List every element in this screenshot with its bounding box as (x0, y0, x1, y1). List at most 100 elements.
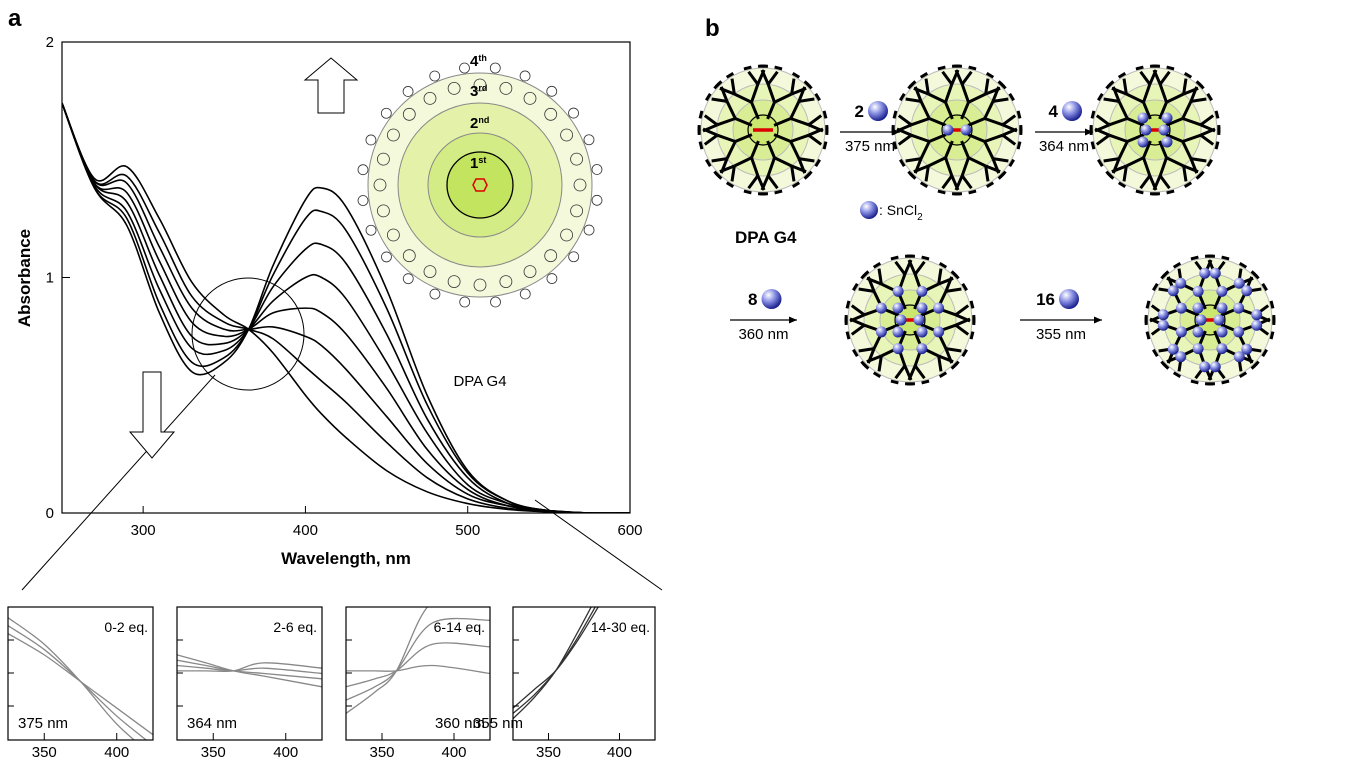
sncl2-ball (1216, 343, 1227, 354)
sncl2-ball (1176, 326, 1187, 337)
sncl2-ball (892, 302, 903, 313)
branch (1222, 381, 1229, 383)
phenyl-ring (569, 108, 579, 118)
sncl2-ball (1214, 315, 1225, 326)
plot-lines (346, 593, 490, 713)
sncl2-ball (1192, 327, 1203, 338)
sncl2-ball (916, 343, 927, 354)
branch (700, 142, 702, 149)
isosbestic-label: 364 nm (187, 715, 237, 732)
annotation: 0-2 eq. (104, 619, 148, 635)
phenyl-ring (592, 164, 602, 174)
inset-label: DPA G4 (453, 373, 506, 390)
branch (971, 332, 973, 339)
branch (1222, 257, 1229, 259)
x-tick-label: 600 (617, 522, 642, 539)
sncl2-ball (1233, 326, 1244, 337)
equivalents: 2 (855, 102, 864, 121)
sncl2-ball (1162, 137, 1173, 148)
generation-number: 1 (470, 155, 478, 172)
generation-suffix: th (478, 53, 487, 63)
sncl2-ball (916, 286, 927, 297)
branch (1216, 111, 1218, 118)
annotation: 6-14 eq. (434, 619, 485, 635)
branch (1271, 301, 1273, 308)
sncl2-ball (868, 101, 888, 121)
plot-lines (177, 655, 322, 687)
phenyl-ring (592, 195, 602, 205)
generation-suffix: nd (478, 115, 489, 125)
branch (1216, 142, 1218, 149)
sncl2-ball (893, 343, 904, 354)
branch (775, 67, 782, 69)
branch (700, 111, 702, 118)
sncl2-ball (1168, 344, 1179, 355)
phenyl-ring (584, 225, 594, 235)
isosbestic-label: 375 nm (18, 715, 68, 732)
zoom-line (22, 375, 215, 590)
phenyl-ring (358, 165, 368, 175)
line (8, 618, 153, 756)
reagent-label: : SnCl2 (879, 202, 923, 223)
branch (824, 142, 826, 149)
branch (1018, 142, 1020, 149)
phenyl-ring (547, 86, 557, 96)
x-tick-label: 400 (273, 744, 298, 761)
phenyl-ring (381, 252, 391, 262)
sncl2-ball (1217, 302, 1228, 313)
sncl2-ball (1158, 309, 1169, 320)
phenyl-ring (403, 274, 413, 284)
plot-lines (8, 618, 153, 756)
arrow-head (789, 317, 797, 324)
sncl2-ball (1234, 351, 1245, 362)
sncl2-ball (1062, 101, 1082, 121)
sncl2-ball (933, 326, 944, 337)
sncl2-ball (1193, 343, 1204, 354)
y-tick-label: 2 (46, 34, 54, 51)
phenyl-ring (459, 63, 469, 73)
step-wavelength: 360 nm (738, 326, 788, 343)
x-tick-label: 350 (201, 744, 226, 761)
phenyl-ring (366, 225, 376, 235)
branch (1191, 257, 1198, 259)
sncl2-ball (893, 286, 904, 297)
sncl2-ball (1059, 289, 1079, 309)
sncl2-ball (876, 303, 887, 314)
x-tick-label: 350 (536, 744, 561, 761)
branch (1092, 111, 1094, 118)
branch (1147, 301, 1149, 308)
phenyl-ring (491, 297, 501, 307)
sncl2-ball (1175, 278, 1186, 289)
sncl2-ball (1137, 112, 1148, 123)
sncl2-ball (892, 327, 903, 338)
step-wavelength: 364 nm (1039, 138, 1089, 155)
phenyl-ring (430, 289, 440, 299)
y-tick-label: 1 (46, 270, 54, 287)
sncl2-ball (961, 125, 972, 136)
branch (1018, 111, 1020, 118)
phenyl-ring (430, 71, 440, 81)
branch (847, 301, 849, 308)
sncl2-ball (1217, 327, 1228, 338)
equivalents: 4 (1049, 102, 1059, 121)
sncl2-ball (933, 303, 944, 314)
sncl2-ball (876, 326, 887, 337)
sncl2-ball (1233, 303, 1244, 314)
x-tick-label: 350 (32, 744, 57, 761)
branch (894, 111, 896, 118)
x-tick-label: 400 (607, 744, 632, 761)
phenyl-ring (403, 86, 413, 96)
generation-number: 3 (470, 83, 478, 100)
isosbestic-label: 355 nm (473, 715, 523, 732)
x-tick-label: 500 (455, 522, 480, 539)
line (513, 594, 598, 719)
arrow-head (1094, 317, 1102, 324)
sncl2-ball (917, 302, 928, 313)
branch (744, 191, 751, 193)
branch (744, 67, 751, 69)
sncl2-ball (762, 289, 782, 309)
x-tick-label: 400 (441, 744, 466, 761)
x-tick-label: 400 (104, 744, 129, 761)
branch (969, 191, 976, 193)
branch (1191, 381, 1198, 383)
